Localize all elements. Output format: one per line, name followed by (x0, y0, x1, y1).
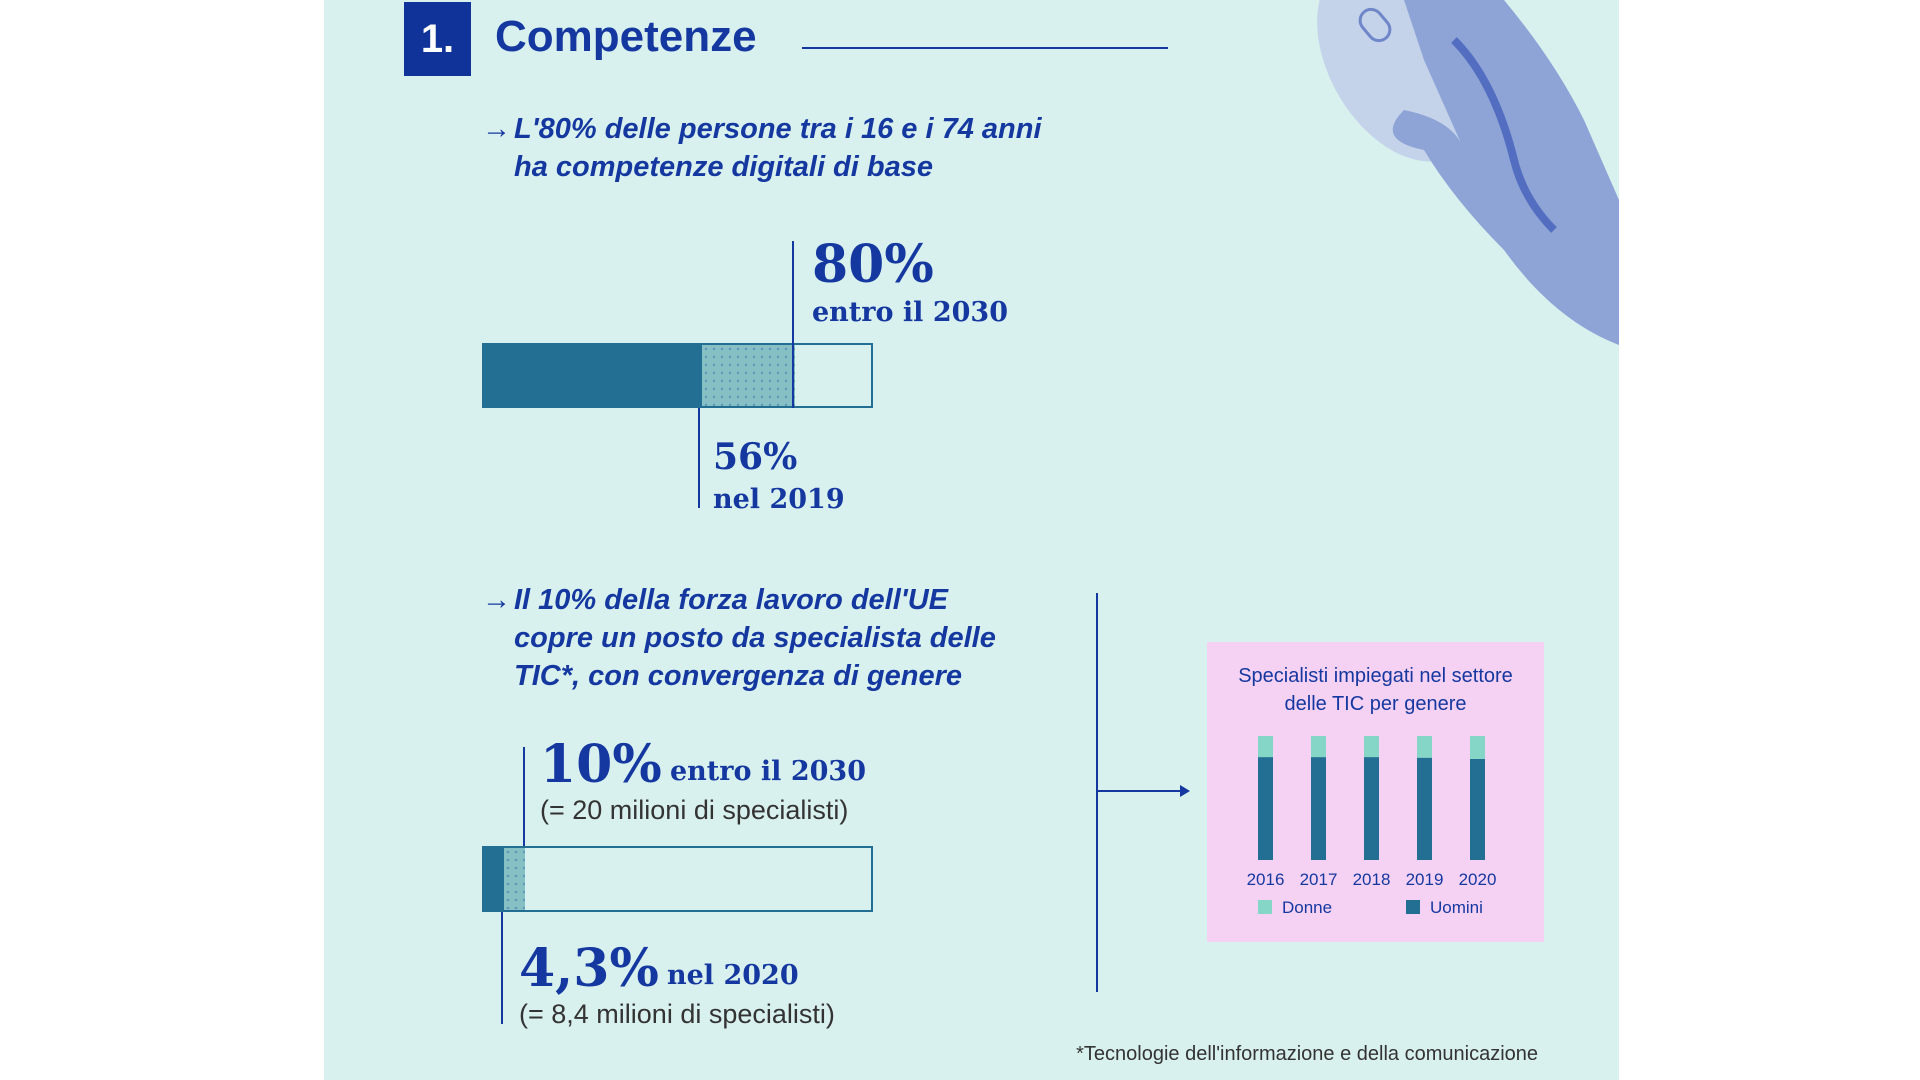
connector-arrow (1096, 790, 1182, 792)
hand-mouse-illustration (1317, 0, 1619, 345)
target-label: entro il 2030 (812, 297, 1008, 328)
legend-label: Donne (1282, 898, 1332, 917)
legend-label: Uomini (1430, 898, 1483, 917)
bar-uomini-2019 (1417, 757, 1432, 860)
bullet-2-line: Il 10% della forza lavoro dell'UE (514, 584, 948, 616)
x-tick-label: 2016 (1247, 870, 1285, 889)
target-marker-line (523, 747, 525, 846)
section-number: 1. (404, 2, 471, 76)
infographic-panel: 1. Competenze → L'80% delle persone tra … (324, 0, 1619, 1080)
connector-line (1096, 593, 1098, 992)
bullet-2-line: TIC*, con convergenza di genere (514, 660, 962, 692)
bullet-1-line: ha competenze digitali di base (514, 151, 933, 183)
bar-uomini-2017 (1311, 757, 1326, 860)
bar-current-fill (484, 848, 504, 910)
section-title: Competenze (495, 12, 757, 61)
current-marker-line (698, 408, 700, 508)
bullet-2: Il 10% della forza lavoro dell'UE copre … (514, 581, 996, 695)
bullet-1: L'80% delle persone tra i 16 e i 74 anni… (514, 110, 1042, 186)
bar-target-fill (701, 345, 796, 406)
bar-uomini-2016 (1258, 757, 1273, 860)
current-label: nel 2019 (713, 484, 845, 515)
bar-donne-2020 (1470, 736, 1485, 759)
bar-current-fill (484, 345, 702, 406)
bar-donne-2016 (1258, 736, 1273, 758)
legend-swatch-uomini (1406, 900, 1420, 914)
bullet-1-line: L'80% delle persone tra i 16 e i 74 anni (514, 113, 1042, 145)
target-value: 10% (540, 734, 662, 795)
bar-uomini-2020 (1470, 758, 1485, 860)
bullet-2-line: copre un posto da specialista delle (514, 622, 996, 654)
progress-bar-ict-specialists (482, 846, 873, 912)
bar-donne-2018 (1364, 736, 1379, 758)
x-tick-label: 2017 (1300, 870, 1338, 889)
progress-bar-digital-skills (482, 343, 873, 408)
bar-donne-2017 (1311, 736, 1326, 758)
chart-svg: 2016 2017 2018 2019 2020 Donne Uomini (1247, 736, 1497, 917)
current-value: 4,3% (519, 938, 659, 999)
x-tick-label: 2018 (1353, 870, 1391, 889)
target-marker-line (792, 241, 794, 408)
target-value: 80% (812, 234, 934, 295)
arrow-right-icon: → (482, 113, 511, 145)
current-marker-line (501, 912, 503, 1024)
target-note: (= 20 milioni di specialisti) (540, 795, 849, 825)
bar-target-fill (504, 848, 525, 910)
gender-chart: Specialisti impiegati nel settore delle … (1207, 642, 1544, 942)
bar-donne-2019 (1417, 736, 1432, 758)
legend-swatch-donne (1258, 900, 1272, 914)
target-label: entro il 2030 (670, 756, 866, 787)
arrow-right-icon: → (482, 584, 511, 616)
chart-title: Specialisti impiegati nel settore delle … (1238, 665, 1513, 715)
current-value: 56% (713, 436, 798, 478)
bar-uomini-2018 (1364, 757, 1379, 860)
arrow-head-icon (1180, 785, 1190, 797)
footnote: *Tecnologie dell'informazione e della co… (1076, 1043, 1538, 1065)
current-note: (= 8,4 milioni di specialisti) (519, 999, 835, 1029)
x-tick-label: 2019 (1406, 870, 1444, 889)
title-rule (802, 47, 1168, 49)
current-label: nel 2020 (667, 960, 799, 991)
x-tick-label: 2020 (1459, 870, 1497, 889)
